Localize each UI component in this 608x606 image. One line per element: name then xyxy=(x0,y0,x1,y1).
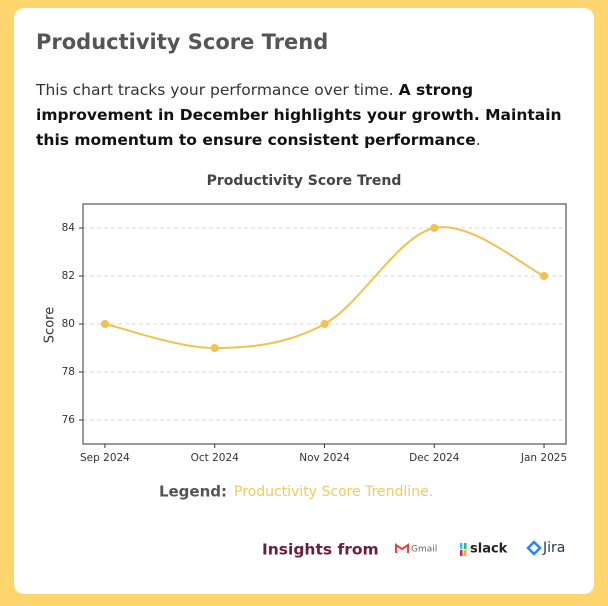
x-tick-label: Nov 2024 xyxy=(299,452,350,464)
data-point xyxy=(210,344,219,352)
card-title: Productivity Score Trend xyxy=(36,30,329,54)
jira-logo: Jira xyxy=(526,540,565,556)
description: This chart tracks your performance over … xyxy=(36,78,576,153)
footer-label: Insights from xyxy=(262,541,379,559)
data-point xyxy=(430,224,439,232)
data-point xyxy=(320,320,329,328)
x-tick-label: Dec 2024 xyxy=(409,452,460,464)
description-end: . xyxy=(475,131,481,149)
chart-title: Productivity Score Trend xyxy=(207,173,402,189)
data-point xyxy=(540,272,549,280)
x-tick-label: Oct 2024 xyxy=(191,452,240,464)
y-tick-label: 80 xyxy=(62,318,75,330)
legend-text: Productivity Score Trendline. xyxy=(234,484,433,500)
y-tick-label: 82 xyxy=(62,270,75,282)
description-highlight: A strong improvement in December highlig… xyxy=(36,81,562,149)
description-intro: This chart tracks your performance over … xyxy=(36,81,399,99)
y-tick-label: 76 xyxy=(62,414,76,426)
y-tick-label: 78 xyxy=(62,366,75,378)
x-tick-label: Sep 2024 xyxy=(80,452,130,464)
card: Productivity Score Trend This chart trac… xyxy=(14,8,594,594)
x-tick-label: Jan 2025 xyxy=(520,452,567,464)
source-name: Jira xyxy=(542,540,565,556)
trend-line xyxy=(104,226,545,350)
slack-logo: slack xyxy=(460,542,508,557)
legend-label: Legend: xyxy=(159,483,227,501)
y-tick-label: 84 xyxy=(62,222,76,234)
source-name: slack xyxy=(470,542,508,557)
source-name: Gmail xyxy=(411,545,437,555)
data-point xyxy=(100,320,109,328)
y-axis-label: Score xyxy=(43,307,58,343)
gmail-logo: Gmail xyxy=(395,543,437,555)
